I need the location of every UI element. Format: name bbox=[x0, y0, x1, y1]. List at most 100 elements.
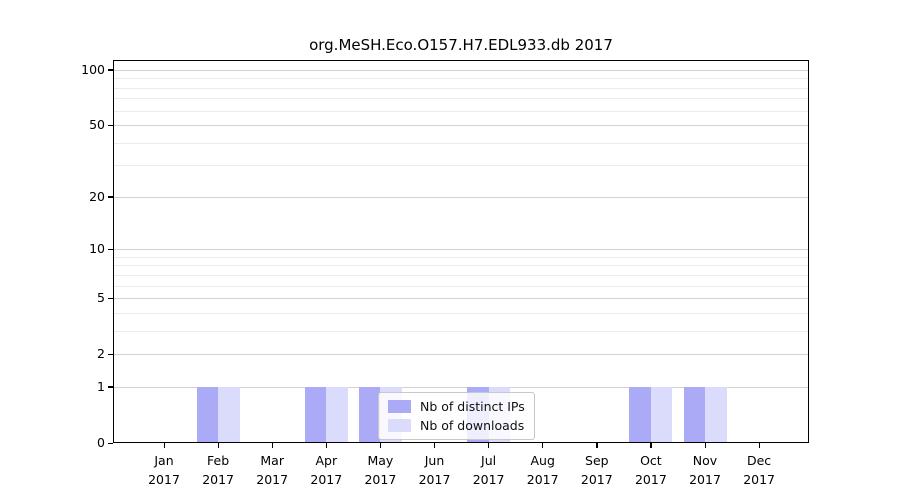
x-tick-month: Apr bbox=[315, 453, 338, 468]
x-tick-year: 2017 bbox=[689, 471, 721, 487]
x-tick-label-nov: Nov 2017 bbox=[675, 452, 735, 490]
y-tick-10 bbox=[108, 248, 113, 250]
legend-label-downloads: Nb of downloads bbox=[420, 418, 525, 433]
bar-nb-of-distinct-ips-apr bbox=[304, 386, 327, 443]
gridline-minor-70 bbox=[113, 98, 809, 100]
x-tick-month: Feb bbox=[207, 453, 230, 468]
x-tick-year: 2017 bbox=[634, 471, 667, 487]
gridline-minor-6 bbox=[113, 285, 809, 287]
y-tick-label-10: 10 bbox=[89, 241, 105, 257]
x-tick-label-dec: Dec 2017 bbox=[729, 452, 789, 490]
gridline-minor-8 bbox=[113, 265, 809, 267]
bar-nb-of-downloads-nov bbox=[705, 386, 727, 443]
x-tick-oct bbox=[650, 443, 652, 448]
y-tick-100 bbox=[108, 69, 113, 71]
x-tick-label-mar: Mar 2017 bbox=[242, 452, 302, 490]
x-tick-label-jul: Jul 2017 bbox=[459, 452, 519, 490]
gridline-minor-4 bbox=[113, 312, 809, 314]
gridline-minor-60 bbox=[113, 110, 809, 112]
bar-nb-of-downloads-feb bbox=[218, 386, 240, 443]
x-tick-year: 2017 bbox=[202, 471, 234, 487]
x-tick-sep bbox=[596, 443, 598, 448]
x-tick-year: 2017 bbox=[256, 471, 289, 487]
legend-item-distinct-ips: Nb of distinct IPs bbox=[388, 399, 525, 414]
y-tick-label-5: 5 bbox=[97, 290, 105, 306]
x-tick-year: 2017 bbox=[310, 471, 343, 487]
y-tick-label-2: 2 bbox=[97, 346, 105, 362]
legend: Nb of distinct IPs Nb of downloads bbox=[378, 392, 535, 440]
bar-nb-of-distinct-ips-oct bbox=[629, 386, 651, 443]
y-tick-label-20: 20 bbox=[89, 188, 105, 204]
x-tick-aug bbox=[542, 443, 544, 448]
x-tick-label-may: May 2017 bbox=[350, 452, 410, 490]
x-tick-month: Nov bbox=[692, 453, 718, 468]
x-tick-month: Jan bbox=[154, 453, 174, 468]
x-tick-month: Jun bbox=[424, 453, 445, 468]
y-tick-0 bbox=[108, 442, 113, 444]
gridline-minor-80 bbox=[113, 87, 809, 89]
x-tick-month: Dec bbox=[746, 453, 772, 468]
y-tick-1 bbox=[108, 386, 113, 388]
y-tick-label-0: 0 bbox=[97, 435, 105, 450]
x-tick-jun bbox=[434, 443, 436, 448]
x-tick-label-jun: Jun 2017 bbox=[405, 452, 465, 490]
x-tick-label-aug: Aug 2017 bbox=[513, 452, 573, 490]
gridline-minor-90 bbox=[113, 78, 809, 80]
y-tick-2 bbox=[108, 353, 113, 355]
gridline-minor-30 bbox=[113, 165, 809, 167]
x-tick-label-apr: Apr 2017 bbox=[296, 452, 356, 490]
gridline-major-2 bbox=[113, 354, 809, 356]
x-tick-label-jan: Jan 2017 bbox=[134, 452, 194, 490]
legend-swatch-downloads bbox=[388, 419, 411, 432]
legend-swatch-distinct-ips bbox=[388, 400, 411, 413]
gridline-major-20 bbox=[113, 196, 809, 198]
gridline-minor-7 bbox=[113, 274, 809, 276]
x-tick-may bbox=[379, 443, 382, 448]
bar-nb-of-distinct-ips-may bbox=[358, 386, 381, 443]
x-tick-year: 2017 bbox=[148, 471, 180, 487]
x-tick-label-oct: Oct 2017 bbox=[621, 452, 681, 490]
x-tick-year: 2017 bbox=[418, 471, 451, 487]
y-tick-label-100: 100 bbox=[81, 61, 105, 77]
gridline-major-50 bbox=[113, 125, 809, 126]
legend-item-downloads: Nb of downloads bbox=[388, 418, 525, 433]
bar-nb-of-distinct-ips-nov bbox=[683, 386, 705, 443]
gridline-major-100 bbox=[113, 69, 809, 71]
bar-nb-of-distinct-ips-feb bbox=[196, 386, 219, 443]
x-tick-year: 2017 bbox=[580, 471, 613, 487]
gridline-major-10 bbox=[113, 249, 809, 251]
x-tick-label-sep: Sep 2017 bbox=[567, 452, 627, 490]
y-tick-label-1: 1 bbox=[97, 378, 105, 394]
plot-frame bbox=[113, 60, 809, 443]
x-tick-month: May bbox=[367, 453, 394, 468]
gridline-minor-40 bbox=[113, 142, 809, 144]
bar-nb-of-downloads-oct bbox=[650, 386, 673, 443]
x-tick-dec bbox=[758, 443, 760, 448]
x-tick-feb bbox=[217, 443, 219, 448]
x-tick-month: Oct bbox=[640, 453, 662, 468]
x-tick-nov bbox=[704, 443, 706, 448]
y-tick-5 bbox=[108, 297, 113, 299]
gridline-major-1 bbox=[113, 386, 809, 388]
x-tick-month: Sep bbox=[585, 453, 609, 468]
x-tick-month: Mar bbox=[260, 453, 284, 468]
gridline-minor-3 bbox=[113, 330, 809, 332]
x-tick-apr bbox=[325, 443, 328, 448]
plot-area: 0 1 2 5 10 20 50 100 Jan 2017 Feb 2017 Mar 2017 Apr 201… bbox=[81, 60, 809, 487]
x-tick-month: Jul bbox=[481, 453, 497, 468]
x-tick-year: 2017 bbox=[472, 471, 505, 487]
x-tick-month: Aug bbox=[530, 453, 555, 468]
y-tick-50 bbox=[108, 124, 113, 126]
bar-nb-of-downloads-apr bbox=[326, 386, 348, 443]
gridline-minor-9 bbox=[113, 256, 809, 258]
x-tick-year: 2017 bbox=[743, 471, 775, 487]
x-tick-year: 2017 bbox=[526, 471, 559, 487]
x-tick-label-feb: Feb 2017 bbox=[188, 452, 248, 490]
y-tick-label-50: 50 bbox=[89, 117, 105, 132]
gridline-major-5 bbox=[113, 298, 809, 300]
chart-title: org.MeSH.Eco.O157.H7.EDL933.db 2017 bbox=[309, 36, 613, 54]
y-tick-20 bbox=[108, 196, 113, 198]
legend-label-distinct-ips: Nb of distinct IPs bbox=[420, 399, 525, 414]
x-tick-mar bbox=[271, 443, 273, 448]
